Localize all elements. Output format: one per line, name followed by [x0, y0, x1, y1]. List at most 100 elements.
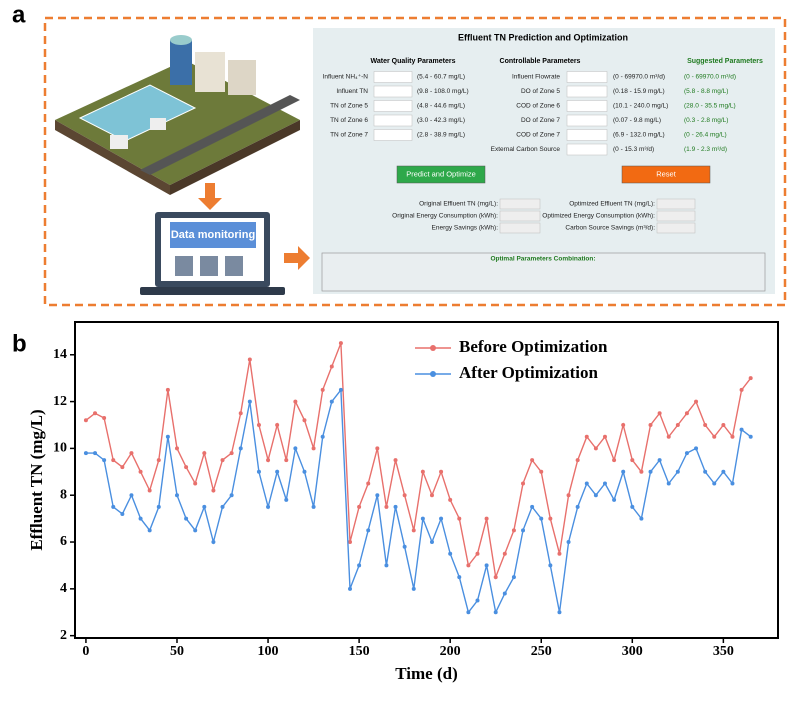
data-point — [402, 544, 407, 549]
data-point — [548, 516, 553, 521]
x-tick-label: 0 — [82, 644, 89, 659]
data-point — [439, 516, 444, 521]
data-point — [675, 422, 680, 427]
data-point — [521, 528, 526, 533]
data-point — [247, 357, 252, 362]
data-point — [202, 451, 207, 456]
data-point — [266, 504, 271, 509]
field-label: COD of Zone 7 — [516, 132, 560, 139]
data-point — [275, 422, 280, 427]
data-point — [375, 493, 380, 498]
input-box[interactable] — [566, 85, 608, 98]
button-label[interactable]: Reset — [656, 169, 677, 178]
field-label: TN of Zone 6 — [330, 117, 368, 124]
data-point — [156, 458, 161, 463]
data-point — [393, 458, 398, 463]
data-point — [266, 458, 271, 463]
data-point — [111, 504, 116, 509]
input-box[interactable] — [566, 129, 608, 141]
field-label: COD of Zone 6 — [516, 103, 560, 110]
y-tick-label: 2 — [60, 628, 67, 643]
field-range: (10.1 - 240.0 mg/L) — [613, 103, 668, 110]
field-range: (0 - 69970.0 m³/d) — [613, 74, 665, 81]
input-box[interactable] — [373, 114, 413, 127]
input-box[interactable] — [373, 129, 413, 141]
x-tick-label: 100 — [258, 644, 279, 659]
data-point — [93, 411, 98, 416]
data-point — [393, 504, 398, 509]
section-header: Water Quality Parameters — [371, 58, 456, 65]
data-point — [220, 504, 225, 509]
field-label: External Carbon Source — [491, 146, 561, 153]
legend-marker — [430, 371, 436, 377]
data-point — [93, 451, 98, 456]
data-point — [530, 458, 535, 463]
data-point — [202, 504, 207, 509]
data-point — [584, 481, 589, 486]
data-point — [329, 364, 334, 369]
data-point — [138, 516, 143, 521]
data-point — [102, 415, 107, 420]
data-point — [712, 434, 717, 439]
data-point — [211, 540, 216, 545]
data-point — [484, 563, 489, 568]
field-label: TN of Zone 5 — [330, 103, 368, 110]
input-box[interactable] — [373, 71, 413, 83]
data-point — [593, 446, 598, 451]
input-box[interactable] — [566, 143, 608, 156]
y-tick-label: 6 — [60, 534, 67, 549]
data-point — [256, 469, 261, 474]
data-point — [539, 516, 544, 521]
input-box[interactable] — [566, 71, 608, 83]
data-point — [366, 528, 371, 533]
data-point — [375, 446, 380, 451]
data-point — [229, 451, 234, 456]
data-point — [630, 504, 635, 509]
data-point — [557, 551, 562, 556]
y-axis-label: Effluent TN (mg/L) — [27, 409, 46, 550]
plot-frame — [74, 321, 779, 639]
data-point — [147, 488, 152, 493]
y-tick-label: 8 — [60, 487, 67, 502]
result-box — [321, 252, 766, 292]
data-point — [238, 411, 243, 416]
data-point — [348, 586, 353, 591]
data-point — [284, 497, 289, 502]
input-box[interactable] — [373, 100, 413, 112]
data-point — [602, 434, 607, 439]
button[interactable] — [396, 165, 486, 184]
y-tick-label: 12 — [53, 394, 67, 409]
data-point — [703, 422, 708, 427]
field-range: (9.8 - 108.0 mg/L) — [417, 88, 469, 95]
laptop — [140, 212, 285, 295]
data-point — [612, 497, 617, 502]
data-point — [639, 469, 644, 474]
field-label: TN of Zone 7 — [330, 132, 368, 139]
data-point — [129, 493, 134, 498]
output-box — [499, 198, 541, 210]
data-point — [165, 434, 170, 439]
data-point — [320, 387, 325, 392]
data-point — [657, 458, 662, 463]
button-label[interactable]: Predict and Optimize — [406, 169, 476, 178]
input-box[interactable] — [566, 100, 608, 112]
y-tick-label: 14 — [53, 347, 67, 362]
data-point — [348, 540, 353, 545]
data-point — [748, 434, 753, 439]
data-point — [83, 451, 88, 456]
output-label: Optimized Energy Consumption (kWh): — [542, 213, 655, 220]
data-point — [530, 504, 535, 509]
field-range: (3.0 - 42.3 mg/L) — [417, 117, 465, 124]
data-point — [502, 591, 507, 596]
data-point — [721, 422, 726, 427]
data-point — [238, 446, 243, 451]
data-point — [475, 551, 480, 556]
button[interactable] — [621, 165, 711, 184]
data-point — [83, 418, 88, 423]
input-box[interactable] — [566, 114, 608, 127]
data-point — [129, 451, 134, 456]
suggested-range: (0 - 69970.0 m³/d) — [684, 74, 736, 81]
suggested-range: (5.8 - 8.8 mg/L) — [684, 88, 728, 95]
field-range: (6.9 - 132.0 mg/L) — [613, 132, 665, 139]
input-box[interactable] — [373, 85, 413, 98]
